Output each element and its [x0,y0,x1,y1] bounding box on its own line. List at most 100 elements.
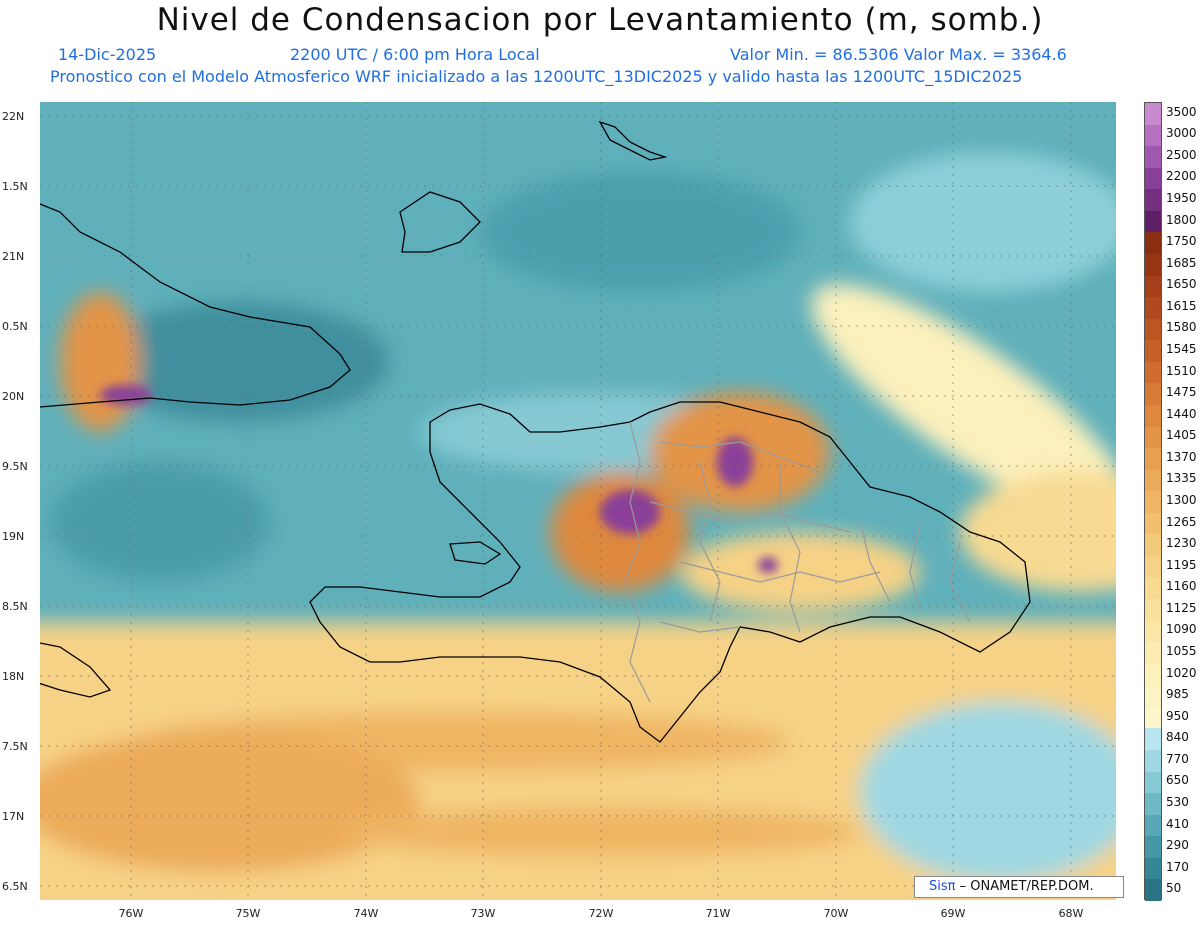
colorbar-label: 1300 [1166,493,1197,507]
colorbar-label: 530 [1166,794,1189,809]
lat-label: 9.5N [2,460,28,473]
colorbar-label: 410 [1166,816,1189,831]
lon-label: 71W [705,907,731,920]
lcl-map [40,102,1116,900]
cuba-coast [40,203,351,408]
colorbar [1144,102,1162,902]
colorbar-swatch [1145,879,1161,902]
jamaica-coast [40,642,112,698]
purple-core [717,437,753,487]
colorbar-label: 1475 [1166,385,1197,400]
ne-yellow-band [811,284,1116,520]
time-label: 2200 UTC / 6:00 pm Hora Local [290,45,540,64]
colorbar-label: 1685 [1166,255,1197,270]
colorbar-swatch [1145,555,1161,578]
colorbar-swatch [1145,340,1161,363]
colorbar-label: 1405 [1166,428,1197,443]
lat-label: 1.5N [2,180,28,193]
lon-label: 69W [940,907,966,920]
colorbar-label: 1090 [1166,622,1197,637]
colorbar-swatch [1145,534,1161,557]
lat-label: 21N [2,250,25,263]
colorbar-label: 1950 [1166,191,1197,206]
colorbar-swatch [1145,706,1161,729]
colorbar-swatch [1145,124,1161,147]
ne-yellow-band [960,472,1116,592]
colorbar-label: 1580 [1166,320,1197,335]
teal-light-patch [850,152,1116,292]
colorbar-swatch [1145,793,1161,816]
colorbar-label: 170 [1166,859,1189,874]
colorbar-swatch [1145,318,1161,341]
colorbar-swatch [1145,167,1161,190]
purple-core [758,557,778,573]
map-title: Nivel de Condensacion por Levantamiento … [156,2,1044,38]
lat-label: 20N [2,390,25,403]
colorbar-label: 1800 [1166,212,1197,227]
colorbar-swatch [1145,448,1161,471]
lon-label: 74W [353,907,379,920]
colorbar-label: 2200 [1166,169,1197,184]
colorbar-swatch [1145,814,1161,837]
colorbar-swatch [1145,361,1161,384]
credit-text: – ONAMET/REP.DOM. [959,879,1094,894]
colorbar-label: 3500 [1166,104,1197,119]
colorbar-label: 1195 [1166,557,1197,572]
lat-label: 6.5N [2,880,28,893]
colorbar-label: 1370 [1166,449,1197,464]
lat-label: 0.5N [2,320,28,333]
colorbar-label: 1615 [1166,298,1197,313]
colorbar-label: 1055 [1166,643,1197,658]
gridlines [40,102,1116,900]
colorbar-swatch [1145,469,1161,492]
colorbar-swatch [1145,253,1161,277]
colorbar-swatch [1145,836,1161,859]
turks-coast [598,120,668,161]
colorbar-swatch [1145,685,1161,708]
lat-label: 7.5N [2,740,28,753]
colorbar-label: 1510 [1166,363,1197,378]
colorbar-swatch [1145,383,1161,406]
colorbar-label: 1125 [1166,600,1197,615]
lon-label: 72W [588,907,614,920]
colorbar-swatch [1145,275,1161,298]
colorbar-swatch [1145,599,1161,622]
colorbar-label: 1335 [1166,471,1197,486]
south-orange [340,807,860,857]
colorbar-label: 985 [1166,687,1189,702]
colorbar-label: 290 [1166,838,1189,853]
colorbar-swatch [1145,210,1161,233]
lon-label: 70W [823,907,849,920]
west-orange [60,292,140,432]
colorbar-swatch [1145,404,1161,427]
colorbar-label: 1750 [1166,234,1197,249]
colorbar-label: 770 [1166,751,1189,766]
lon-label: 75W [235,907,261,920]
colorbar-swatch [1145,857,1161,880]
province-borders [624,421,971,703]
colorbar-label: 2500 [1166,147,1197,162]
colorbar-swatch [1145,771,1161,794]
colorbar-label: 650 [1166,773,1189,788]
colorbar-swatch [1145,189,1161,212]
colorbar-swatch [1145,577,1161,600]
colorbar-swatch [1145,512,1161,535]
lon-label: 76W [118,907,144,920]
colorbar-label: 1020 [1166,665,1197,680]
colorbar-label: 1545 [1166,342,1197,357]
purple-core [100,385,152,405]
sispi-logo: Sisπ [929,879,956,894]
colorbar-label: 1160 [1166,579,1197,594]
lon-label: 68W [1058,907,1084,920]
teal-dark-patch [480,172,800,292]
purple-core [600,490,660,534]
colorbar-swatch [1145,750,1161,773]
date-label: 14-Dic-2025 [58,45,157,64]
colorbar-label: 50 [1166,881,1182,896]
colorbar-label: 1265 [1166,514,1197,529]
lat-label: 18N [2,670,25,683]
lat-label: 19N [2,530,25,543]
bahamas-coast [399,191,481,253]
lat-label: 22N [2,110,25,123]
south-orange [40,732,420,872]
